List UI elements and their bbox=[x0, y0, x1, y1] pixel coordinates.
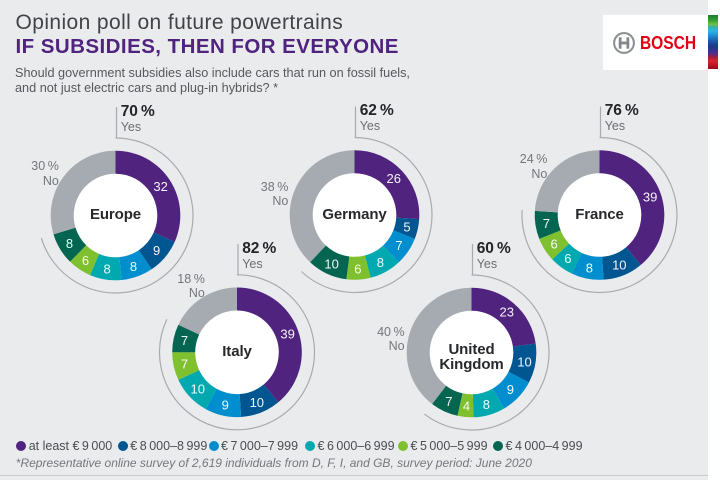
svg-text:5: 5 bbox=[403, 219, 410, 234]
svg-text:39: 39 bbox=[280, 327, 294, 342]
svg-text:26: 26 bbox=[386, 171, 400, 186]
svg-text:10: 10 bbox=[612, 258, 626, 273]
svg-text:9: 9 bbox=[222, 397, 229, 412]
svg-text:8: 8 bbox=[130, 259, 137, 274]
svg-text:4: 4 bbox=[463, 399, 470, 414]
svg-text:6: 6 bbox=[550, 236, 557, 251]
svg-text:6: 6 bbox=[82, 253, 89, 268]
svg-text:9: 9 bbox=[507, 382, 514, 397]
svg-text:8: 8 bbox=[66, 236, 73, 251]
svg-text:10: 10 bbox=[191, 382, 205, 397]
svg-text:10: 10 bbox=[517, 354, 531, 369]
svg-text:7: 7 bbox=[395, 238, 402, 253]
svg-text:9: 9 bbox=[153, 243, 160, 258]
svg-text:6: 6 bbox=[564, 251, 571, 266]
svg-text:8: 8 bbox=[104, 261, 111, 276]
svg-text:23: 23 bbox=[500, 304, 514, 319]
svg-text:8: 8 bbox=[483, 397, 490, 412]
svg-text:6: 6 bbox=[354, 261, 361, 276]
svg-text:8: 8 bbox=[586, 260, 593, 275]
svg-text:7: 7 bbox=[543, 216, 550, 231]
svg-text:39: 39 bbox=[643, 189, 657, 204]
svg-text:32: 32 bbox=[153, 179, 167, 194]
svg-text:10: 10 bbox=[250, 395, 264, 410]
svg-text:7: 7 bbox=[445, 394, 452, 409]
svg-text:7: 7 bbox=[181, 333, 188, 348]
svg-text:10: 10 bbox=[324, 256, 338, 271]
svg-text:8: 8 bbox=[377, 255, 384, 270]
svg-text:7: 7 bbox=[181, 357, 188, 372]
